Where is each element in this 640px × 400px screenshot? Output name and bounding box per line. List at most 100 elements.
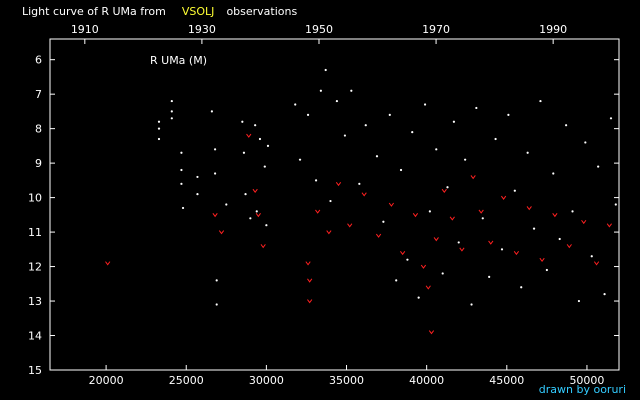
y-tick-label: 12 [28,261,42,274]
observation-point [225,203,228,206]
observation-point [266,144,270,147]
fainter-than-point [606,223,612,228]
y-tick-label: 11 [28,226,42,239]
observation-point [254,124,257,127]
fainter-than-point [212,213,218,218]
fainter-than-point [539,257,545,263]
fainter-than-point [347,223,353,228]
observation-point [411,130,414,134]
observation-point [306,113,310,116]
year-tick-label: 1950 [305,23,333,36]
observation-point [488,275,491,279]
observation-point [507,113,510,116]
x-tick-label: 40000 [409,374,444,387]
observation-point [423,103,427,106]
observation-point [500,248,504,251]
fainter-than-point [375,233,382,238]
fainter-than-point [307,278,313,283]
observation-point [350,89,353,92]
fainter-than-point [433,237,439,242]
year-tick-label: 1970 [422,23,450,36]
title-source: VSOLJ [181,5,215,18]
observation-point [196,175,199,179]
observation-point [215,303,218,306]
observation-point [388,113,391,116]
observation-point [242,151,246,154]
observation-point [452,120,456,123]
observation-point [428,210,431,213]
observation-point [513,189,516,192]
observation-point [545,268,548,272]
fainter-than-point [305,261,311,266]
fainter-than-point [420,264,427,269]
observation-point [180,151,183,154]
observation-point [263,165,266,168]
observation-point [170,110,173,113]
x-tick-label: 30000 [249,374,284,387]
observation-point [329,199,332,203]
observation-point [157,120,161,123]
observation-point [558,237,561,241]
observation-point [457,241,460,244]
fainter-than-point [388,202,395,207]
observation-point [481,217,484,220]
y-tick-label: 13 [28,295,42,308]
y-tick-label: 8 [35,123,42,136]
observation-point [157,127,161,130]
year-tick-label: 1930 [188,23,216,36]
fainter-than-point [428,330,435,335]
fainter-than-point [470,175,476,180]
observation-point [597,165,600,168]
fainter-than-point [260,244,266,249]
observation-point [446,186,449,189]
fainter-than-point [335,182,342,187]
observation-point [464,158,467,161]
fainter-than-point [315,209,321,214]
fainter-than-point [218,230,225,235]
fainter-than-point [449,216,455,221]
fainter-than-point [488,240,494,245]
fainter-than-point [361,192,367,197]
x-tick-label: 25000 [169,374,204,387]
fainter-than-point [478,209,484,214]
observation-point [213,148,217,151]
y-tick-label: 6 [35,54,42,67]
x-tick-label: 45000 [489,374,524,387]
observation-point [241,120,244,123]
fainter-than-point [307,299,313,304]
observation-point [565,124,568,127]
observation-point [258,137,262,141]
observation-point [319,89,322,92]
y-tick-label: 14 [28,330,42,343]
chart-title: Light curve of R UMa from VSOLJ observatio… [22,5,297,18]
observation-point [494,137,497,141]
y-tick-label: 15 [28,364,42,377]
x-tick-label: 20000 [89,374,124,387]
observation-point [180,182,183,185]
observation-point [244,193,247,196]
observation-point [406,258,409,261]
x-tick-label: 50000 [569,374,604,387]
observation-point [294,103,297,106]
x-tick-label: 35000 [329,374,364,387]
observation-point [265,224,268,227]
observation-point [358,182,361,185]
observation-point [170,99,173,103]
fainter-than-point [105,261,111,266]
observation-point [577,299,581,303]
chart-marks [105,68,617,335]
observation-point [157,137,161,141]
plot-frame [49,38,620,371]
observation-point [532,227,536,230]
observation-point [213,172,217,175]
fainter-than-point [441,188,447,194]
fainter-than-point [526,206,532,211]
observation-point [584,141,587,144]
observation-point [417,296,420,299]
title-suffix: observations [226,5,298,18]
y-tick-label: 10 [28,192,42,205]
fainter-than-point [326,230,332,235]
fainter-than-point [581,219,587,225]
axis-ticks: 20000 25000 30000 35000 40000 45000 50000 1910 1… [28,23,619,387]
observation-point [539,99,542,103]
